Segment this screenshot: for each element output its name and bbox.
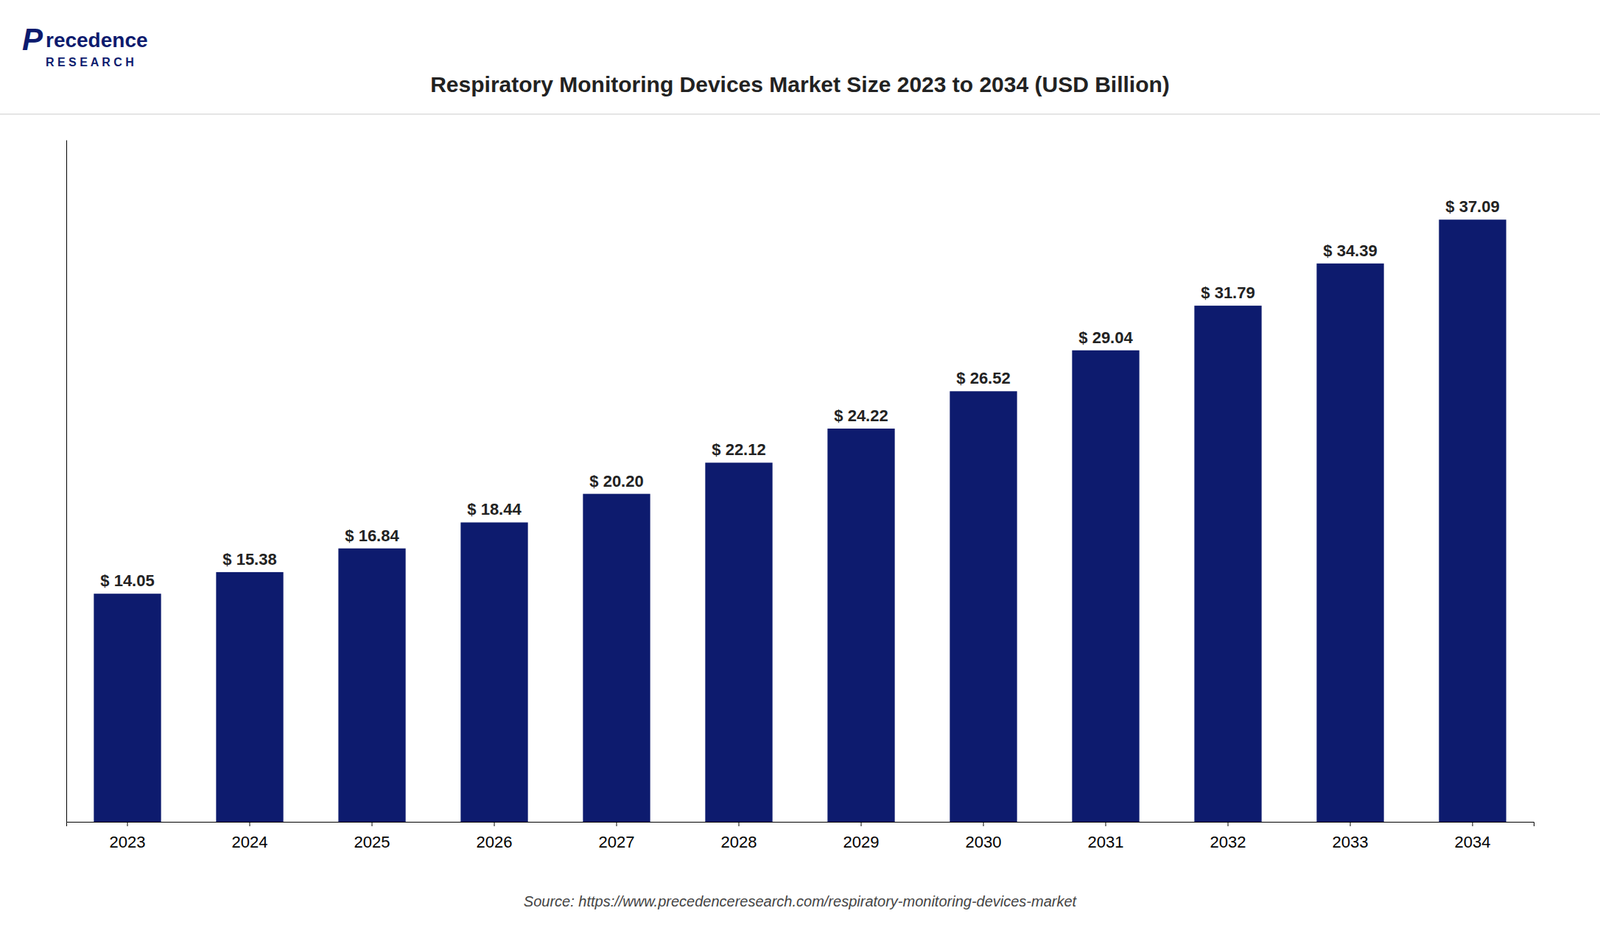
plot: $ 14.05 $ 15.38 $ 16.84 $ 18.44 $ 20.20 $ 22.… — [67, 140, 1535, 853]
x-tick: 2024 — [232, 822, 269, 852]
x-tick: 2027 — [598, 822, 635, 852]
x-tick: 2023 — [109, 822, 146, 852]
x-tick-label: 2028 — [721, 833, 758, 852]
x-tick-mark — [861, 822, 862, 827]
x-tick: 2030 — [965, 822, 1002, 852]
x-tick-mark — [127, 822, 129, 827]
bar — [1071, 350, 1139, 823]
x-tick: 2032 — [1210, 822, 1247, 852]
x-tick-label: 2032 — [1210, 833, 1247, 852]
data-label: $ 34.39 — [1323, 241, 1377, 261]
x-tick: 2025 — [354, 822, 391, 852]
x-tick: 2031 — [1088, 822, 1125, 852]
bar — [215, 572, 283, 823]
x-tick-mark — [249, 822, 251, 827]
bar — [1438, 219, 1506, 823]
x-tick: 2026 — [476, 822, 513, 852]
x-tick-label: 2030 — [965, 833, 1002, 852]
x-axis-line — [67, 822, 1535, 828]
logo: Precedence R E S E A R C H — [22, 22, 149, 69]
x-tick-label: 2034 — [1454, 833, 1491, 852]
data-label: $ 14.05 — [100, 571, 154, 591]
bars — [93, 219, 1506, 823]
x-tick-label: 2026 — [476, 833, 513, 852]
x-axis: 2023 2024 2025 2026 2027 2028 2029 2030 2031 2032… — [67, 822, 1535, 852]
x-tick-label: 2033 — [1332, 833, 1369, 852]
x-tick: 2028 — [721, 822, 758, 852]
bar — [93, 593, 161, 823]
x-tick-label: 2025 — [354, 833, 391, 852]
x-tick-mark — [1472, 822, 1474, 827]
data-label: $ 29.04 — [1078, 328, 1133, 347]
x-tick-mark — [1227, 822, 1229, 827]
source: Source: https://www.precedenceresearch.c… — [523, 893, 1078, 910]
data-label: $ 26.52 — [956, 369, 1010, 388]
bar — [1316, 263, 1384, 823]
data-label: $ 20.20 — [589, 472, 644, 491]
chart: Precedence R E S E A R C H Respiratory Mon… — [0, 0, 1600, 947]
y-axis — [66, 140, 68, 823]
x-tick: 2033 — [1332, 822, 1369, 852]
x-tick-mark — [1105, 822, 1107, 827]
bar — [949, 391, 1017, 823]
data-label: $ 24.22 — [833, 406, 888, 426]
x-tick-mark — [983, 822, 985, 827]
data-label: $ 16.84 — [344, 526, 400, 546]
logo-mark: P — [22, 22, 44, 57]
x-tick-label: 2027 — [598, 833, 635, 852]
x-tick: 2034 — [1454, 822, 1491, 852]
bar — [338, 548, 406, 823]
bar — [460, 522, 528, 823]
data-label: $ 37.09 — [1445, 197, 1500, 216]
x-tick-mark — [738, 822, 740, 827]
bar — [1194, 305, 1262, 823]
data-labels: $ 14.05 $ 15.38 $ 16.84 $ 18.44 $ 20.20 $ 22.… — [100, 197, 1500, 591]
logo-name: recedence — [45, 28, 149, 52]
y-axis-line — [66, 140, 68, 823]
x-tick-label: 2029 — [843, 833, 880, 852]
data-label: $ 15.38 — [222, 550, 277, 569]
logo-tagline: R E S E A R C H — [45, 55, 135, 69]
bar — [704, 462, 773, 823]
bar — [582, 494, 650, 823]
x-tick-label: 2024 — [232, 833, 269, 852]
data-label: $ 22.12 — [711, 440, 766, 459]
x-tick-label: 2023 — [109, 833, 146, 852]
x-tick-mark — [494, 822, 496, 827]
x-tick-mark — [1350, 822, 1352, 827]
data-label: $ 18.44 — [467, 500, 522, 519]
x-tick-label: 2031 — [1088, 833, 1125, 852]
x-tick-mark — [372, 822, 373, 827]
x-tick-mark — [616, 822, 618, 827]
title: Respiratory Monitoring Devices Market Si… — [430, 72, 1170, 97]
separator — [0, 113, 1600, 115]
x-tick: 2029 — [843, 822, 880, 852]
bar — [827, 428, 895, 823]
data-label: $ 31.79 — [1200, 283, 1255, 303]
